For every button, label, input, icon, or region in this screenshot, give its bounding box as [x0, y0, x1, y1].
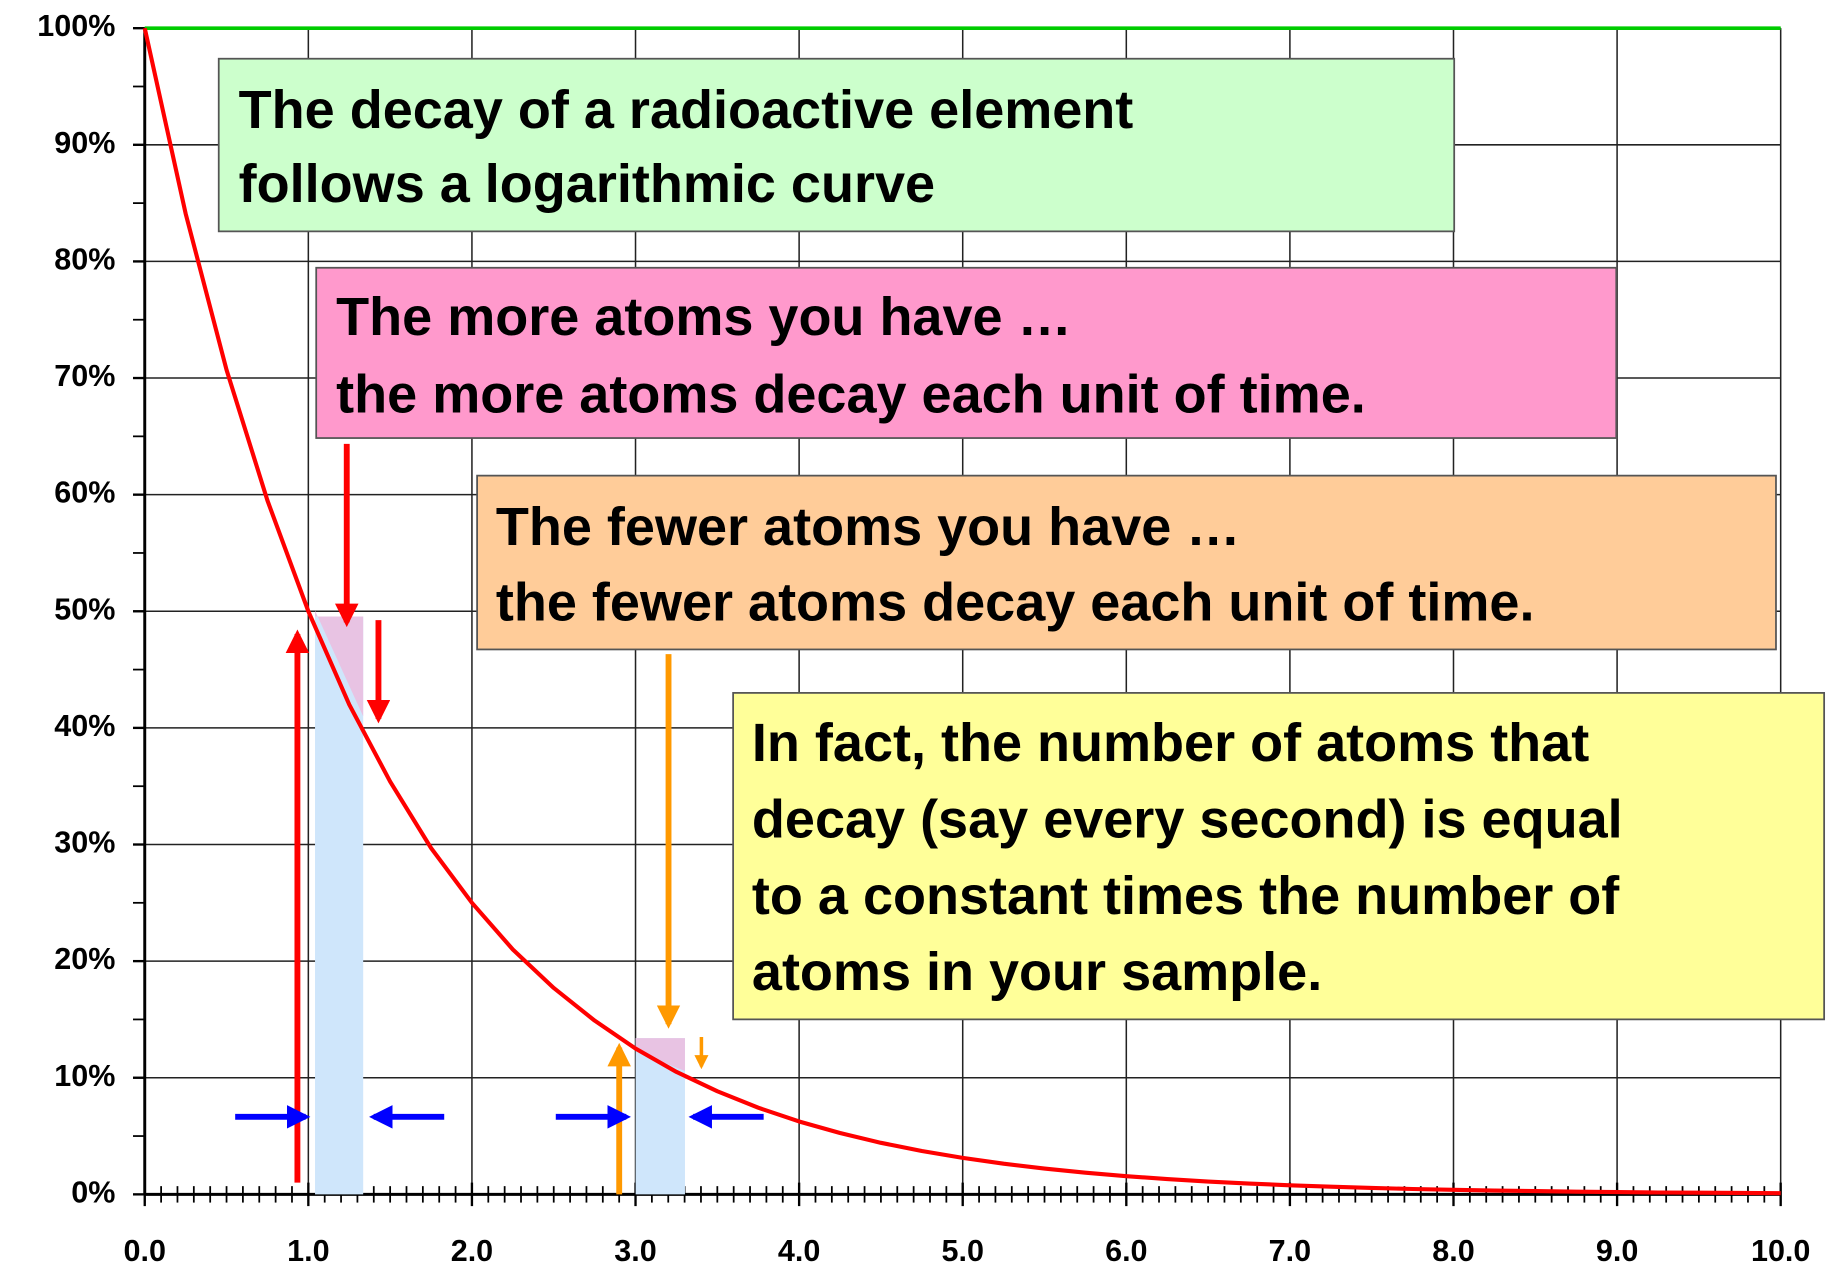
x-tick-label: 5.0: [942, 1234, 984, 1266]
annotation-text: atoms in your sample.: [752, 942, 1322, 1002]
x-tick-label: 3.0: [614, 1234, 656, 1266]
y-tick-label: 80%: [54, 242, 115, 276]
annotation-text: The fewer atoms you have …: [496, 497, 1240, 557]
annotation-text: to a constant times the number of: [752, 866, 1620, 926]
x-tick-label: 8.0: [1432, 1234, 1474, 1266]
y-tick-label: 70%: [54, 359, 115, 393]
decay-portion: [315, 610, 364, 717]
annotation-text: the more atoms decay each unit of time.: [336, 364, 1366, 424]
x-tick-label: 1.0: [287, 1234, 329, 1266]
y-tick-label: 90%: [54, 126, 115, 160]
annotation-box: [732, 692, 1826, 1021]
annotation-text: follows a logarithmic curve: [239, 154, 935, 214]
y-tick-label: 60%: [54, 476, 115, 510]
annotation-text: In fact, the number of atoms that: [752, 713, 1589, 773]
y-tick-label: 20%: [54, 942, 115, 976]
x-tick-label: 4.0: [778, 1234, 820, 1266]
y-tick-label: 30%: [54, 826, 115, 860]
arrows: [235, 443, 764, 1195]
annotation-box: [476, 474, 1777, 651]
y-tick-label: 0%: [71, 1175, 115, 1209]
y-tick-label: 40%: [54, 709, 115, 743]
x-tick-label: 0.0: [124, 1234, 166, 1266]
decay-curve: [142, 27, 1781, 1196]
plot: [142, 27, 1781, 1196]
x-tick-label: 10.0: [1751, 1234, 1810, 1266]
decay-portion: [635, 1038, 685, 1072]
annotation-text: the fewer atoms decay each unit of time.: [496, 572, 1535, 632]
annotation-text: The more atoms you have …: [336, 287, 1071, 347]
annotation-text: decay (say every second) is equal: [752, 790, 1623, 850]
x-tick-label: 6.0: [1105, 1234, 1147, 1266]
annotation-text: The decay of a radioactive element: [239, 80, 1134, 140]
y-tick-label: 10%: [54, 1059, 115, 1093]
highlight-bands: [315, 610, 685, 1195]
annotation-box: [315, 266, 1618, 439]
y-tick-label: 50%: [54, 592, 115, 626]
y-tick-label: 100%: [37, 9, 115, 43]
x-tick-label: 2.0: [451, 1234, 493, 1266]
annotations: The decay of a radioactive element follow…: [217, 57, 1826, 1021]
interval-band: [315, 616, 364, 1195]
annotation-box: [217, 57, 1456, 233]
x-tick-label: 7.0: [1269, 1234, 1311, 1266]
x-tick-label: 9.0: [1596, 1234, 1638, 1266]
